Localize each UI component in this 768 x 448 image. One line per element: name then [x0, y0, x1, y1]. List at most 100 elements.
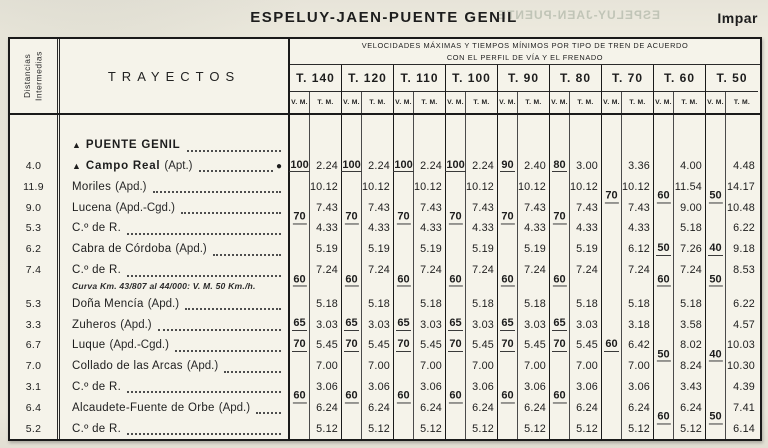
- tm-cell: [622, 115, 654, 135]
- tm-value: 10.12: [621, 180, 650, 193]
- tm-cell: [518, 134, 550, 156]
- vm-value: 50: [708, 410, 723, 425]
- tm-subheader: T. M.: [577, 99, 594, 106]
- speed-banner-line1: VELOCIDADES MÁXIMAS Y TIEMPOS MÍNIMOS PO…: [361, 41, 689, 51]
- vm-cell: [602, 376, 622, 398]
- tm-cell: 5.18: [414, 293, 446, 315]
- dotted-leader: [127, 274, 281, 277]
- vm-value: 60: [396, 389, 411, 404]
- tm-value: 5.45: [368, 339, 390, 352]
- vm-cell: [602, 218, 622, 239]
- vm-cell: [342, 355, 362, 377]
- tm-cell: 5.12: [622, 418, 654, 439]
- subheader-row: V. M. T. M.: [394, 92, 445, 113]
- train-type-label: T. 90: [498, 65, 549, 92]
- tm-value: 6.24: [680, 401, 702, 414]
- tm-subheader: T. M.: [473, 99, 490, 106]
- tm-value: 3.06: [524, 381, 546, 394]
- vm-value: 70: [292, 210, 307, 225]
- vm-value: 65: [344, 317, 359, 331]
- vm-cell: [290, 418, 310, 439]
- tm-value: 7.24: [368, 264, 390, 277]
- tm-value: 3.03: [368, 318, 390, 331]
- vm-cell: [550, 176, 570, 198]
- vm-cell: 60: [290, 259, 310, 287]
- table-row: 7.4 C.º de R. 60 7.24 60 7.24 60 7.24 60 7.24 60 7.…: [10, 259, 760, 287]
- tm-value: 8.53: [733, 264, 755, 277]
- dotted-leader: [174, 349, 281, 352]
- tm-value: 8.24: [680, 360, 702, 373]
- station-name: Doña Mencía: [72, 297, 144, 310]
- dotted-leader: [180, 212, 281, 215]
- vm-cell: 70: [342, 335, 362, 356]
- tm-cell: 10.12: [414, 176, 446, 198]
- tm-subheader: T. M.: [629, 99, 646, 106]
- tm-value: 3.06: [576, 381, 598, 394]
- bleed-through-text: ESPELUY-JAEN-PUENTE: [496, 8, 660, 22]
- tm-cell: 10.12: [310, 176, 342, 198]
- tm-value: 7.24: [420, 264, 442, 277]
- vm-cell: 60: [290, 376, 310, 404]
- tm-value: 5.19: [472, 243, 494, 256]
- vm-cell: 90: [498, 155, 518, 177]
- tm-cell: 7.00: [622, 355, 654, 377]
- vm-cell: 100: [393, 155, 414, 177]
- subheader-row: V. M. T. M.: [706, 92, 758, 113]
- tm-cell: [726, 115, 758, 135]
- tm-value: 7.00: [316, 360, 338, 373]
- table-row: ▲ PUENTE GENIL: [10, 134, 760, 156]
- station-type: (Apd.): [115, 180, 147, 193]
- vm-cell: [290, 397, 310, 419]
- vm-value: 70: [344, 338, 359, 352]
- tm-value: 5.45: [472, 339, 494, 352]
- vm-cell: 50: [706, 259, 726, 287]
- vm-value: 70: [604, 189, 619, 204]
- tm-cell: 5.45: [414, 335, 446, 356]
- values-header: VELOCIDADES MÁXIMAS Y TIEMPOS MÍNIMOS PO…: [290, 39, 760, 113]
- tm-cell: 5.19: [466, 238, 498, 260]
- tm-value: 5.12: [576, 422, 598, 435]
- speed-banner-line2: CON EL PERFIL DE VÍA Y EL FRENADO: [446, 52, 604, 62]
- table-row: 11.9 Moriles (Apd.) 10.12 10.12 10.12 10.12 10.…: [10, 176, 760, 204]
- page-title: ESPELUY-JAEN-PUENTE GENIL: [250, 9, 518, 26]
- tm-value: 2.24: [368, 160, 390, 173]
- vm-cell: [550, 293, 570, 315]
- table-header: Distancias Intermedias TRAYECTOS VELOCID…: [10, 39, 760, 115]
- tm-cell: 6.24: [570, 397, 602, 419]
- vm-value: 60: [344, 389, 359, 404]
- vm-cell: [654, 418, 674, 439]
- table-row: 6.2 Cabra de Córdoba (Apd.) 5.19 5.19 5.19 5.1…: [10, 238, 760, 260]
- subheader-row: V. M. T. M.: [290, 92, 341, 113]
- vm-value: 60: [656, 189, 671, 204]
- station-name: Collado de las Arcas: [72, 360, 183, 373]
- tm-value: 4.39: [733, 381, 755, 394]
- vm-cell: [602, 355, 622, 377]
- vm-subheader: V. M.: [654, 92, 674, 113]
- tm-cell: 7.24: [622, 259, 654, 281]
- tm-cell: 5.18: [674, 218, 706, 239]
- tm-cell: 6.24: [362, 397, 394, 419]
- distance-cell: [10, 280, 60, 294]
- tm-cell: 5.12: [570, 418, 602, 439]
- train-type-label: T. 100: [446, 65, 497, 92]
- tm-cell: 4.57: [726, 314, 758, 335]
- station-triangle-icon: ▲: [72, 161, 81, 172]
- station-name: C.º de R.: [72, 422, 122, 435]
- tm-value: 5.19: [524, 243, 546, 256]
- tm-value: 4.33: [420, 222, 442, 235]
- tm-value: 2.40: [524, 160, 546, 173]
- vm-cell: 70: [290, 335, 310, 356]
- station-cell: C.º de R.: [60, 259, 290, 281]
- tm-cell: 3.03: [518, 314, 550, 335]
- vm-cell: [394, 238, 414, 260]
- vm-cell: 65: [446, 314, 466, 335]
- tm-cell: 4.48: [726, 156, 758, 177]
- train-type-label: T. 110: [394, 65, 445, 92]
- tm-cell: 5.19: [570, 238, 602, 260]
- vm-cell: 100: [341, 155, 362, 177]
- vm-value: 40: [708, 242, 723, 256]
- vm-cell: [654, 218, 674, 239]
- tm-value: 5.18: [576, 297, 598, 310]
- dotted-leader: [256, 412, 281, 415]
